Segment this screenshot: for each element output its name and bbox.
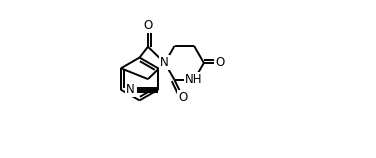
Text: O: O — [215, 56, 224, 69]
Text: N: N — [126, 83, 134, 96]
Text: O: O — [143, 19, 153, 32]
Text: O: O — [178, 91, 188, 104]
Text: N: N — [160, 56, 169, 69]
Text: NH: NH — [185, 73, 203, 86]
